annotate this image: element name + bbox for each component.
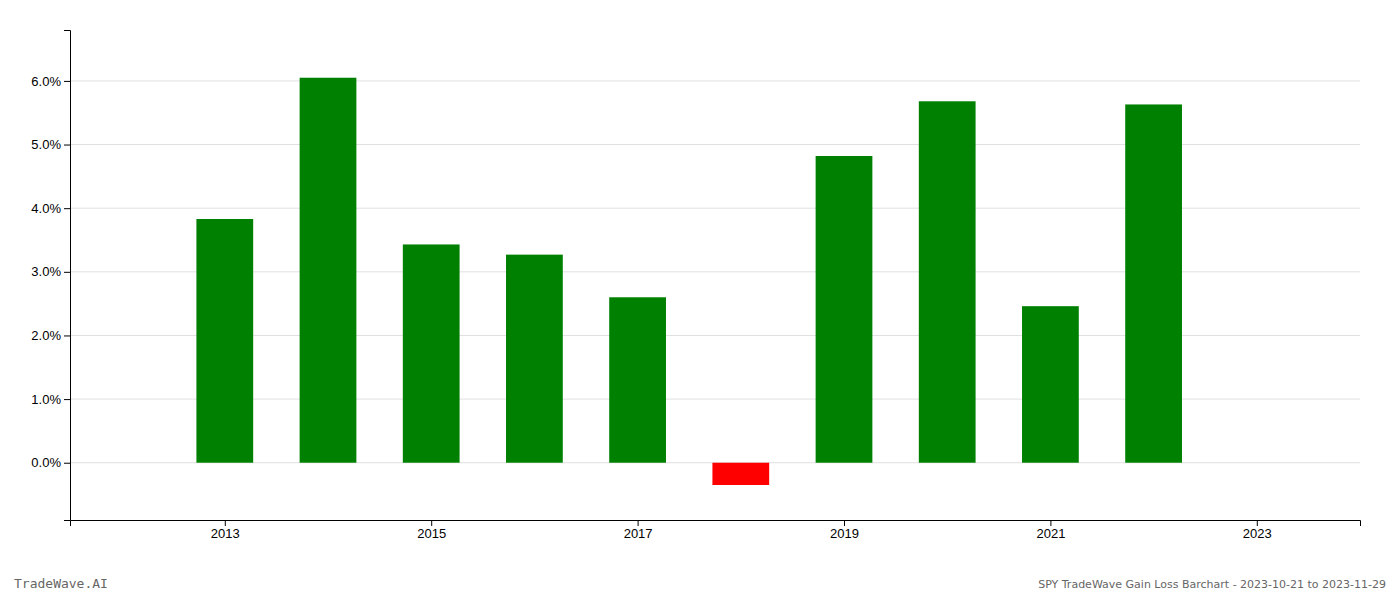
y-tick: 2.0% [31,328,70,343]
bar [300,78,357,463]
bar [1125,104,1182,462]
x-tick: 2015 [417,520,446,541]
bar [919,101,976,462]
y-tick-label: 3.0% [31,264,61,279]
x-tick-mark [638,520,639,526]
y-tick-mark [64,272,70,273]
grid [70,81,1360,463]
bar [196,219,253,463]
x-axis: 2013 2015 2017 2019 2021 2023 [71,520,1361,541]
y-tick: 0.0% [31,455,70,470]
x-tick: 2013 [211,520,240,541]
y-axis-line [64,31,71,521]
bar [403,244,460,462]
y-tick-label: 4.0% [31,201,61,216]
y-tick-label: 0.0% [31,455,61,470]
grid-line [70,80,1360,81]
bar [1022,306,1079,463]
x-axis-line [71,521,1361,527]
y-tick-mark [64,399,70,400]
bar [712,463,769,485]
x-tick-mark [1050,520,1051,526]
bar [609,297,666,462]
y-tick-mark [64,208,70,209]
x-tick: 2021 [1036,520,1065,541]
y-tick-label: 6.0% [31,74,61,89]
x-tick-label: 2021 [1036,526,1065,541]
x-tick-label: 2019 [830,526,859,541]
x-tick-label: 2013 [211,526,240,541]
bar [506,255,563,463]
bars [196,78,1182,485]
x-tick: 2019 [830,520,859,541]
annotation: SPY TradeWave Gain Loss Barchart - 2023-… [1038,578,1386,591]
x-tick-mark [225,520,226,526]
y-tick-mark [64,81,70,82]
y-tick-label: 5.0% [31,137,61,152]
y-tick-mark [64,463,70,464]
x-tick: 2017 [624,520,653,541]
chart: 0.0% 1.0% 2.0% 3.0% 4.0% 5.0% 6.0% 2013 2015 2017… [0,0,1400,600]
y-tick-mark [64,145,70,146]
y-tick-mark [64,335,70,336]
x-tick-mark [431,520,432,526]
annotations: TradeWave.AI SPY TradeWave Gain Loss Barc… [14,576,1386,591]
x-tick-mark [1257,520,1258,526]
y-tick-label: 1.0% [31,392,61,407]
plot-area: 0.0% 1.0% 2.0% 3.0% 4.0% 5.0% 6.0% 2013 2015 2017… [31,31,1360,542]
x-tick: 2023 [1243,520,1272,541]
x-tick-label: 2015 [417,526,446,541]
annotation: TradeWave.AI [14,576,108,591]
y-tick: 5.0% [31,137,70,152]
y-tick: 1.0% [31,392,70,407]
y-axis: 0.0% 1.0% 2.0% 3.0% 4.0% 5.0% 6.0% [31,31,70,521]
y-tick: 3.0% [31,264,70,279]
y-tick: 4.0% [31,201,70,216]
x-tick-label: 2017 [624,526,653,541]
y-tick-label: 2.0% [31,328,61,343]
x-tick-label: 2023 [1243,526,1272,541]
bar [816,156,873,463]
x-tick-mark [844,520,845,526]
y-tick: 6.0% [31,74,70,89]
